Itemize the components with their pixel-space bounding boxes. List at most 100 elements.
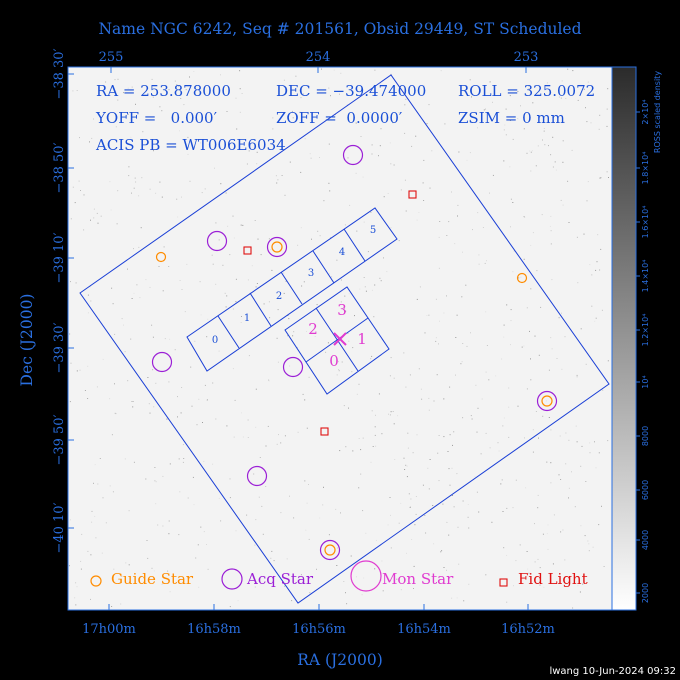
background-star: [440, 70, 442, 72]
background-star: [234, 399, 236, 401]
background-star: [439, 320, 440, 322]
background-star: [560, 199, 562, 201]
background-star: [117, 190, 119, 192]
acis-s-outline: [186, 207, 398, 372]
colorbar-frame: [611, 66, 637, 611]
background-star: [537, 145, 539, 147]
background-star: [322, 504, 324, 506]
background-star: [83, 229, 85, 231]
background-star: [135, 103, 136, 105]
background-star: [510, 198, 512, 200]
background-star: [167, 570, 169, 572]
background-star: [537, 507, 539, 509]
background-star: [504, 237, 506, 239]
background-star: [563, 121, 565, 123]
background-star: [286, 558, 288, 560]
background-star: [550, 462, 552, 464]
background-star: [185, 89, 187, 91]
background-star: [281, 175, 283, 176]
background-star: [166, 418, 168, 420]
background-star: [534, 335, 536, 337]
background-star: [539, 567, 541, 569]
background-star: [451, 597, 453, 599]
background-star: [577, 585, 579, 587]
background-star: [310, 157, 312, 159]
background-star: [379, 145, 381, 147]
background-star: [239, 111, 241, 113]
background-star: [109, 181, 111, 183]
background-star: [317, 230, 319, 232]
background-star: [225, 306, 227, 308]
background-star: [215, 222, 217, 224]
background-star: [287, 335, 289, 337]
background-star: [174, 349, 176, 351]
background-star: [87, 550, 89, 552]
acq-star-marker: [151, 351, 173, 373]
background-star: [594, 320, 596, 322]
background-star: [374, 568, 376, 570]
background-star: [113, 121, 115, 123]
background-star: [403, 457, 405, 459]
background-star: [178, 534, 180, 536]
background-star: [270, 557, 272, 559]
background-star: [125, 562, 127, 564]
background-star: [527, 568, 529, 570]
background-star: [334, 114, 336, 116]
background-star: [380, 280, 382, 282]
background-star: [256, 151, 258, 153]
background-star: [411, 145, 413, 147]
background-star: [528, 85, 530, 87]
background-star: [292, 117, 294, 119]
background-star: [512, 271, 514, 273]
background-star: [515, 560, 517, 562]
background-star: [498, 450, 500, 452]
background-star: [255, 388, 257, 390]
background-star: [235, 97, 237, 99]
background-star: [599, 114, 601, 116]
background-star: [89, 286, 91, 288]
background-star: [330, 95, 331, 97]
background-star: [90, 554, 92, 556]
background-star: [502, 511, 504, 512]
background-star: [95, 537, 97, 539]
background-star: [583, 88, 585, 90]
background-star: [336, 565, 338, 566]
background-star: [200, 526, 202, 528]
background-star: [168, 533, 170, 535]
background-star: [444, 123, 446, 125]
background-star: [200, 314, 202, 316]
background-star: [79, 137, 80, 139]
background-star: [524, 216, 526, 218]
background-star: [127, 87, 129, 89]
background-star: [280, 442, 282, 444]
background-star: [587, 540, 589, 542]
fid-light-marker: [320, 427, 329, 436]
background-star: [428, 104, 430, 106]
background-star: [69, 565, 70, 567]
background-star: [553, 514, 555, 516]
background-star: [589, 442, 591, 444]
background-star: [365, 532, 367, 534]
background-star: [538, 354, 540, 356]
background-star: [246, 163, 248, 165]
background-star: [233, 237, 235, 239]
colorbar-label: ROSS scaled density: [653, 71, 662, 153]
background-star: [405, 386, 407, 388]
background-star: [475, 384, 477, 386]
background-star: [532, 102, 534, 104]
background-star: [220, 520, 222, 522]
background-star: [90, 300, 92, 302]
background-star: [358, 383, 360, 385]
background-star: [580, 328, 582, 330]
background-star: [532, 232, 534, 234]
background-star: [505, 134, 507, 136]
background-star: [242, 224, 244, 226]
background-star: [519, 544, 521, 546]
background-star: [600, 248, 602, 250]
background-star: [232, 215, 234, 217]
background-star: [390, 357, 392, 359]
background-star: [316, 568, 317, 570]
background-star: [448, 534, 450, 536]
background-star: [600, 177, 602, 179]
background-star: [220, 74, 221, 76]
